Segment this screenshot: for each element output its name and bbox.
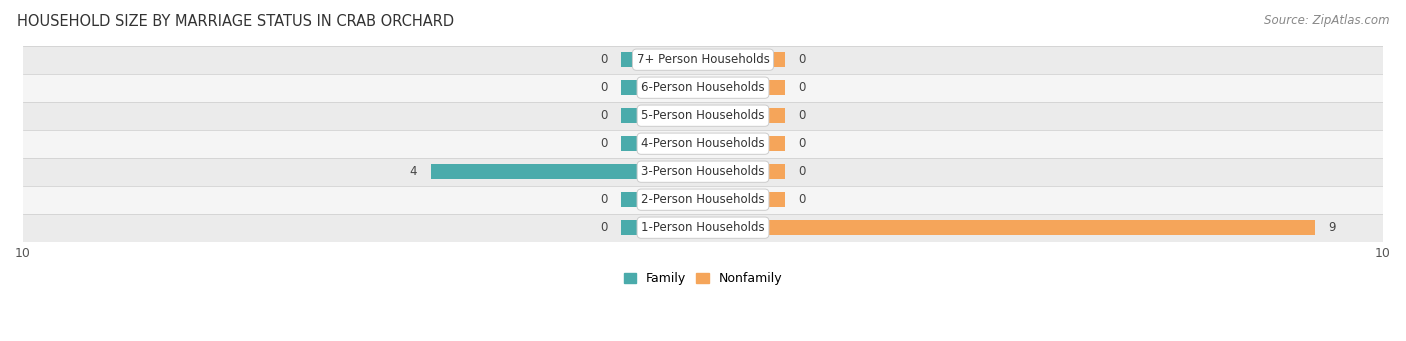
Text: 0: 0 (600, 221, 607, 234)
Text: 4-Person Households: 4-Person Households (641, 137, 765, 150)
Bar (703, 192, 785, 207)
Text: 2-Person Households: 2-Person Households (641, 193, 765, 206)
Text: 9: 9 (1329, 221, 1336, 234)
Bar (621, 136, 703, 151)
Bar (703, 164, 785, 179)
Bar (621, 108, 703, 123)
Text: 0: 0 (600, 109, 607, 122)
Text: 3-Person Households: 3-Person Households (641, 165, 765, 178)
Text: 4: 4 (411, 165, 418, 178)
Bar (703, 80, 785, 95)
Bar (621, 80, 703, 95)
Text: 0: 0 (600, 193, 607, 206)
Text: Source: ZipAtlas.com: Source: ZipAtlas.com (1264, 14, 1389, 27)
Bar (703, 53, 785, 67)
Bar (22, 74, 1384, 102)
Text: 0: 0 (799, 137, 806, 150)
Bar (703, 220, 1315, 235)
Bar (22, 158, 1384, 186)
Text: 0: 0 (799, 193, 806, 206)
Bar (22, 102, 1384, 130)
Text: 5-Person Households: 5-Person Households (641, 109, 765, 122)
Text: 0: 0 (600, 137, 607, 150)
Bar (621, 53, 703, 67)
Text: 7+ Person Households: 7+ Person Households (637, 53, 769, 66)
Text: 0: 0 (799, 53, 806, 66)
Legend: Family, Nonfamily: Family, Nonfamily (619, 267, 787, 290)
Bar (621, 220, 703, 235)
Text: 0: 0 (600, 53, 607, 66)
Text: 0: 0 (799, 81, 806, 94)
Bar (703, 136, 785, 151)
Bar (703, 108, 785, 123)
Bar (22, 46, 1384, 74)
Text: 6-Person Households: 6-Person Households (641, 81, 765, 94)
Text: 0: 0 (600, 81, 607, 94)
Bar (432, 164, 703, 179)
Bar (621, 192, 703, 207)
Text: HOUSEHOLD SIZE BY MARRIAGE STATUS IN CRAB ORCHARD: HOUSEHOLD SIZE BY MARRIAGE STATUS IN CRA… (17, 14, 454, 29)
Text: 1-Person Households: 1-Person Households (641, 221, 765, 234)
Bar (22, 214, 1384, 242)
Text: 0: 0 (799, 109, 806, 122)
Text: 0: 0 (799, 165, 806, 178)
Bar (22, 130, 1384, 158)
Bar (22, 186, 1384, 214)
